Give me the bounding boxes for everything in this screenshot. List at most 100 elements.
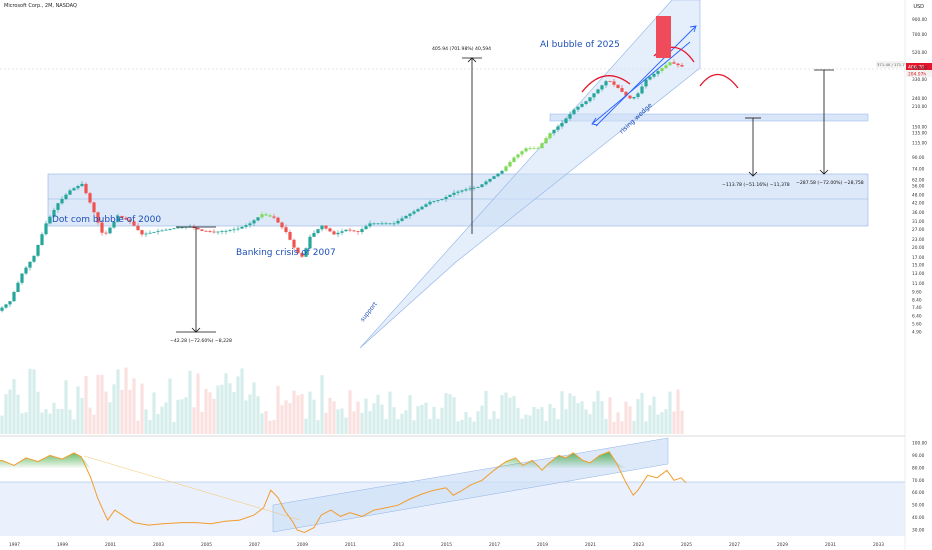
candle-body [572, 109, 576, 115]
candle-body [236, 228, 240, 230]
volume-bar [192, 407, 196, 434]
candle-body [448, 194, 452, 197]
volume-bar [204, 389, 208, 434]
candle-body [148, 232, 152, 234]
candle-body [512, 157, 516, 162]
volume-bar [496, 418, 500, 434]
candle-body [676, 63, 680, 66]
candle-body [540, 143, 544, 149]
candle-body [340, 231, 344, 233]
candle-body [580, 104, 584, 107]
price-tick-label: 700.00 [912, 32, 927, 38]
volume-bar [504, 392, 508, 434]
candle-body [484, 181, 488, 185]
volume-bar [660, 412, 664, 434]
candle-body [96, 212, 100, 223]
price-tick-label: 20.00 [912, 245, 925, 251]
volume-bar [456, 421, 460, 434]
arc-3 [699, 73, 739, 89]
ma-tag [876, 61, 904, 68]
candle-body [68, 190, 72, 195]
candle-body [508, 162, 512, 167]
candle-body [656, 71, 660, 74]
volume-bar [384, 419, 388, 434]
candle-body [40, 234, 44, 245]
candle-body [360, 229, 364, 232]
candle-body [680, 65, 684, 67]
time-tick-label: 2027 [729, 542, 740, 548]
volume-bar [212, 398, 216, 434]
candle-body [20, 273, 24, 283]
candle-body [8, 301, 12, 305]
volume-bar [508, 397, 512, 434]
candle-body [468, 188, 472, 190]
candle-body [440, 199, 444, 200]
volume-bar [416, 406, 420, 434]
volume-bar [136, 420, 140, 434]
candle-body [396, 220, 400, 224]
volume-bar [640, 392, 644, 434]
volume-bar [648, 405, 652, 434]
volume-bar [256, 396, 260, 434]
volume-bar [184, 397, 188, 434]
candle-body [172, 228, 176, 230]
candle-body [32, 255, 36, 262]
volume-bars [0, 367, 684, 434]
candle-body [444, 197, 448, 200]
candle-body [248, 223, 252, 226]
price-tick-label: 9.60 [912, 289, 922, 295]
volume-bar [360, 412, 364, 434]
volume-bar [448, 394, 452, 434]
volume-bar [64, 380, 68, 434]
candle-body [336, 232, 340, 235]
rsi-line [0, 451, 687, 534]
volume-bar [368, 411, 372, 434]
svg-text:371.40 / 171.7: 371.40 / 171.7 [877, 62, 905, 67]
candle-body [228, 230, 232, 231]
growth-channel [359, 0, 701, 349]
candle-body [280, 222, 284, 228]
volume-bar [632, 421, 636, 434]
volume-bar [576, 403, 580, 434]
volume-bar [472, 421, 476, 434]
price-tick-label: 115.00 [912, 140, 927, 146]
candle-body [660, 68, 664, 71]
volume-bar [128, 389, 132, 434]
volume-bar [356, 401, 360, 434]
candle-body [204, 230, 208, 232]
volume-bar [12, 379, 16, 434]
candle-body [408, 213, 412, 216]
measure-tools [176, 57, 834, 333]
candle-body [424, 204, 428, 207]
volume-bar [652, 396, 656, 434]
price-axis-ticks: 900.00 700.00 520.00 400.00 330.00 240.00 210.… [912, 17, 927, 336]
time-tick-label: 2013 [393, 542, 404, 548]
volume-bar [500, 395, 504, 434]
candle-body [576, 106, 580, 110]
volume-bar [544, 421, 548, 434]
volume-bar [680, 410, 684, 434]
time-tick-label: 2017 [489, 542, 500, 548]
volume-bar [524, 414, 528, 434]
volume-bar [428, 418, 432, 434]
volume-bar [564, 409, 568, 434]
candle-body [356, 231, 360, 232]
volume-bar [132, 378, 136, 434]
volume-bar [8, 389, 12, 434]
volume-bar [16, 394, 20, 434]
candle-body [144, 233, 148, 235]
volume-bar [320, 375, 324, 434]
candle-body [316, 229, 320, 233]
volume-bar [240, 368, 244, 434]
volume-bar [396, 419, 400, 434]
volume-bar [304, 418, 308, 434]
candle-body [520, 151, 524, 155]
candle-body [380, 223, 384, 225]
volume-bar [424, 402, 428, 434]
volume-bar [392, 407, 396, 434]
candle-body [524, 148, 528, 152]
volume-bar [308, 391, 312, 434]
volume-bar [244, 400, 248, 434]
price-tick-label: 36.00 [912, 210, 925, 216]
